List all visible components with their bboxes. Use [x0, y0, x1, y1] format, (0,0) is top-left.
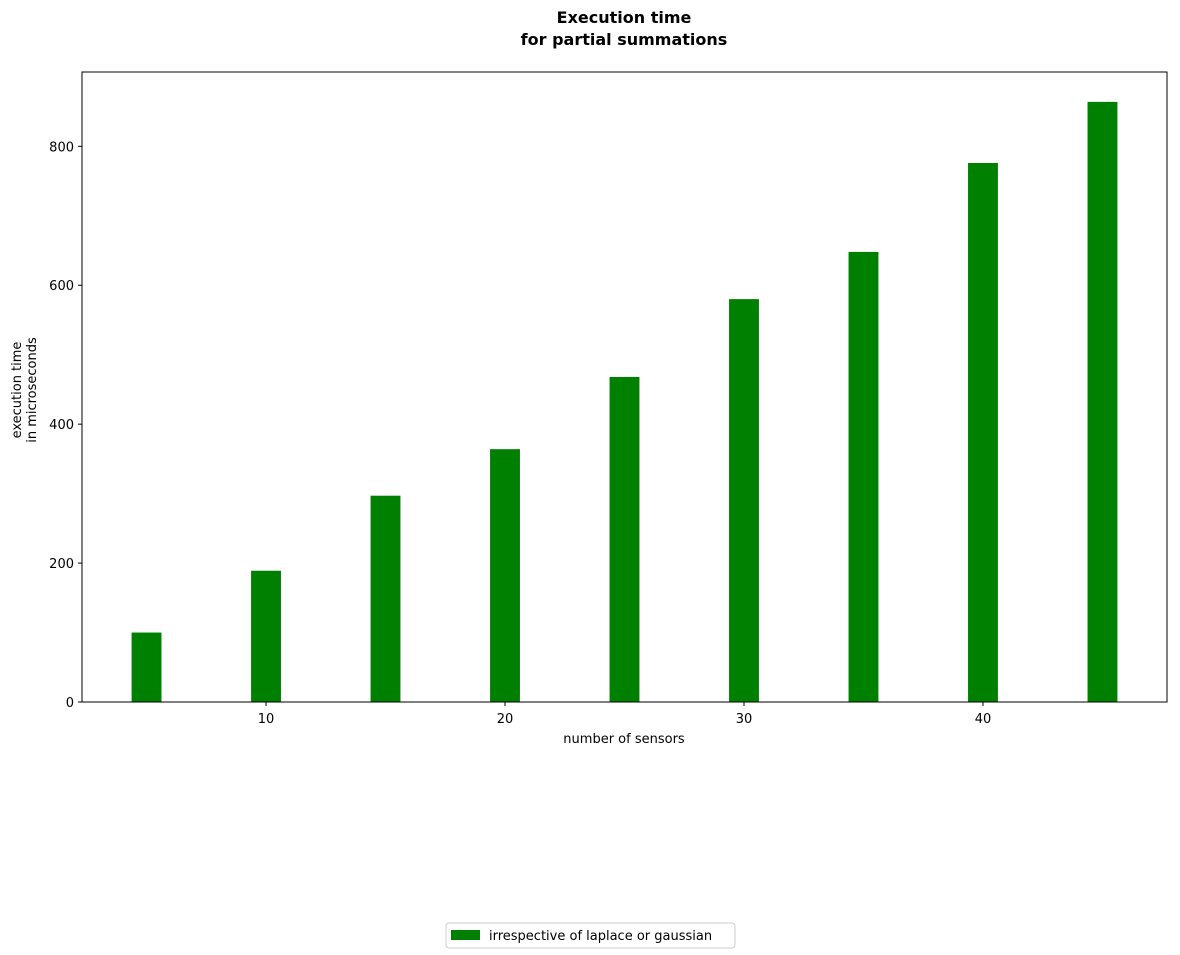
bar-30	[729, 299, 759, 702]
chart-title-line-2: for partial summations	[521, 30, 728, 49]
legend: irrespective of laplace or gaussian	[445, 922, 736, 949]
bar-40	[968, 162, 998, 702]
legend-entry-label: irrespective of laplace or gaussian	[489, 929, 712, 944]
bar-45	[1087, 101, 1118, 703]
x-axis-label: number of sensors	[563, 732, 685, 747]
bar-25	[609, 376, 640, 702]
y-tick-label-600: 600	[49, 279, 74, 294]
bars-group	[131, 101, 1118, 703]
x-tick-label-20: 20	[497, 712, 514, 727]
legend-swatch	[451, 930, 480, 940]
bar-5	[131, 632, 162, 702]
plot-frame	[81, 71, 1168, 703]
bar-35	[848, 251, 879, 703]
y-tick-label-200: 200	[49, 557, 74, 572]
y-tick-label-800: 800	[49, 140, 74, 155]
y-axis-label-group: execution time in microseconds	[10, 337, 40, 443]
bar-20	[490, 449, 520, 702]
y-axis-label-line-1: execution time	[10, 342, 25, 439]
bar-15	[370, 495, 401, 702]
y-tick-label-400: 400	[49, 418, 74, 433]
x-tick-label-10: 10	[258, 712, 275, 727]
y-tick-label-0: 0	[66, 696, 74, 711]
y-axis-ticks: 0 200 400 600 800	[49, 140, 82, 711]
y-axis-label-line-2: in microseconds	[25, 337, 40, 443]
legend-box	[445, 922, 736, 949]
x-tick-label-40: 40	[975, 712, 992, 727]
x-axis-ticks: 10 20 30 40	[258, 702, 992, 727]
x-tick-label-30: 30	[736, 712, 753, 727]
bar-10	[251, 570, 281, 702]
chart-title-line-1: Execution time	[557, 8, 692, 27]
